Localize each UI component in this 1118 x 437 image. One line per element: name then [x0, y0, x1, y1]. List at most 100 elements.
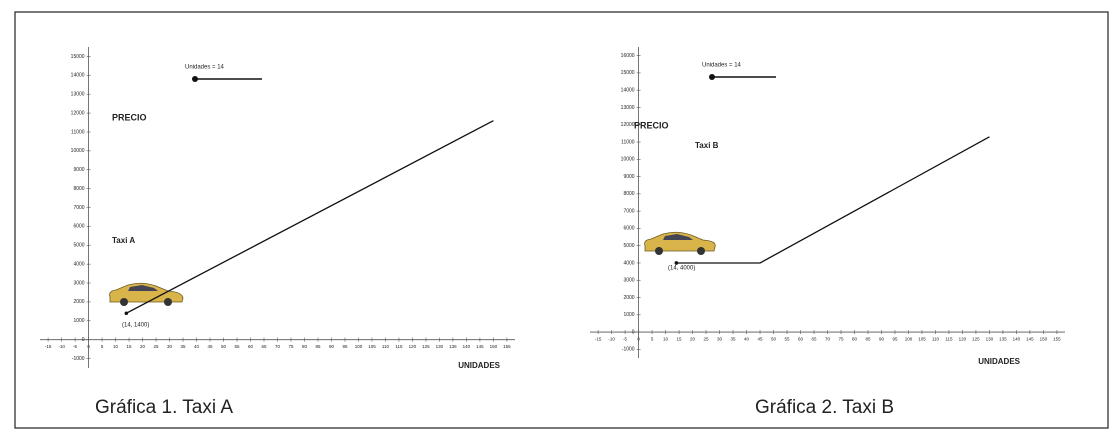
- start-point: [125, 311, 129, 315]
- x-tick-label: 140: [1013, 336, 1021, 341]
- page: -100001000200030004000500060007000800090…: [0, 0, 1118, 437]
- x-tick-label: 75: [838, 336, 844, 341]
- y-tick-label: 11000: [621, 139, 635, 145]
- x-tick-label: 130: [986, 336, 994, 341]
- x-tick-label: 120: [409, 344, 417, 349]
- y-tick-label: 14000: [621, 88, 635, 94]
- y-tick-label: 0: [82, 337, 85, 343]
- y-tick-label: 15000: [71, 54, 85, 60]
- series-name: Taxi A: [112, 236, 135, 245]
- x-tick-label: 150: [1040, 336, 1048, 341]
- y-tick-label: 16000: [621, 53, 635, 59]
- x-tick-label: 135: [449, 344, 457, 349]
- x-tick-label: 25: [704, 336, 710, 341]
- x-tick-label: 145: [1026, 336, 1034, 341]
- x-tick-label: 50: [771, 336, 777, 341]
- x-tick-label: 65: [811, 336, 817, 341]
- x-tick-label: 50: [221, 344, 227, 349]
- x-tick-label: 80: [852, 336, 858, 341]
- y-tick-label: 9000: [623, 174, 634, 180]
- slider-label: Unidades = 14: [702, 63, 742, 69]
- x-axis-label: UNIDADES: [458, 361, 500, 370]
- x-tick-label: 110: [932, 336, 940, 341]
- y-tick-label: 13000: [621, 105, 635, 111]
- x-tick-label: 145: [476, 344, 484, 349]
- x-tick-label: 70: [825, 336, 831, 341]
- start-point: [675, 261, 679, 265]
- slider-label: Unidades = 14: [185, 65, 225, 71]
- y-tick-label: 13000: [71, 92, 85, 98]
- x-tick-label: 130: [436, 344, 444, 349]
- y-tick-label: 3000: [623, 278, 634, 284]
- x-tick-label: 20: [140, 344, 146, 349]
- y-tick-label: 10000: [621, 157, 635, 163]
- x-tick-label: 135: [999, 336, 1007, 341]
- slider-handle: [709, 74, 715, 80]
- y-tick-label: 0: [632, 329, 635, 335]
- x-tick-label: 40: [194, 344, 200, 349]
- x-tick-label: 75: [288, 344, 294, 349]
- slider-handle: [192, 76, 198, 82]
- y-tick-label: 10000: [71, 148, 85, 154]
- y-tick-label: 5000: [73, 243, 84, 249]
- y-tick-label: 4000: [73, 261, 84, 267]
- x-tick-label: 15: [127, 344, 133, 349]
- point-label: (14, 4000): [668, 266, 695, 272]
- y-tick-label: 6000: [73, 224, 84, 230]
- x-tick-label: 115: [395, 344, 403, 349]
- x-tick-label: 100: [905, 336, 913, 341]
- x-tick-label: 90: [329, 344, 335, 349]
- x-tick-label: 100: [355, 344, 363, 349]
- x-tick-label: -5: [73, 344, 77, 349]
- y-axis-label: PRECIO: [634, 120, 669, 130]
- y-tick-label: -1000: [72, 356, 85, 362]
- x-tick-label: 70: [275, 344, 281, 349]
- x-tick-label: -10: [58, 344, 65, 349]
- x-tick-label: -10: [608, 336, 615, 341]
- frame: [15, 12, 1108, 428]
- y-axis-label: PRECIO: [112, 112, 147, 122]
- x-tick-label: 10: [113, 344, 119, 349]
- x-tick-label: 35: [181, 344, 187, 349]
- x-tick-label: 140: [463, 344, 471, 349]
- y-tick-label: 14000: [71, 73, 85, 79]
- x-tick-label: 55: [785, 336, 791, 341]
- x-tick-label: 155: [503, 344, 511, 349]
- x-tick-label: -5: [623, 336, 627, 341]
- x-axis-label: UNIDADES: [978, 357, 1020, 366]
- x-tick-label: 65: [261, 344, 267, 349]
- x-tick-label: 25: [154, 344, 160, 349]
- y-tick-label: 8000: [73, 186, 84, 192]
- x-tick-label: 105: [918, 336, 926, 341]
- x-tick-label: 45: [758, 336, 764, 341]
- x-tick-label: -15: [595, 336, 602, 341]
- x-tick-label: 125: [972, 336, 980, 341]
- x-tick-label: 120: [959, 336, 967, 341]
- x-tick-label: 30: [717, 336, 723, 341]
- y-tick-label: 8000: [623, 191, 634, 197]
- x-tick-label: 40: [744, 336, 750, 341]
- y-tick-label: 2000: [73, 299, 84, 305]
- x-tick-label: 45: [208, 344, 214, 349]
- figure: -100001000200030004000500060007000800090…: [0, 0, 1118, 432]
- y-tick-label: 1000: [623, 312, 634, 318]
- x-tick-label: 60: [798, 336, 804, 341]
- y-tick-label: 4000: [623, 260, 634, 266]
- x-tick-label: 30: [167, 344, 173, 349]
- x-tick-label: -15: [45, 344, 52, 349]
- x-tick-label: 150: [490, 344, 498, 349]
- x-tick-label: 95: [342, 344, 348, 349]
- x-tick-label: 10: [663, 336, 669, 341]
- y-tick-label: 7000: [73, 205, 84, 211]
- y-tick-label: 15000: [621, 70, 635, 76]
- y-tick-label: 9000: [73, 167, 84, 173]
- y-tick-label: 12000: [71, 110, 85, 116]
- chart-title: Gráfica 2. Taxi B: [755, 397, 894, 418]
- y-tick-label: 6000: [623, 226, 634, 232]
- x-tick-label: 110: [382, 344, 390, 349]
- x-tick-label: 20: [690, 336, 696, 341]
- y-tick-label: 7000: [623, 208, 634, 214]
- x-tick-label: 105: [368, 344, 376, 349]
- x-tick-label: 125: [422, 344, 430, 349]
- x-tick-label: 85: [865, 336, 871, 341]
